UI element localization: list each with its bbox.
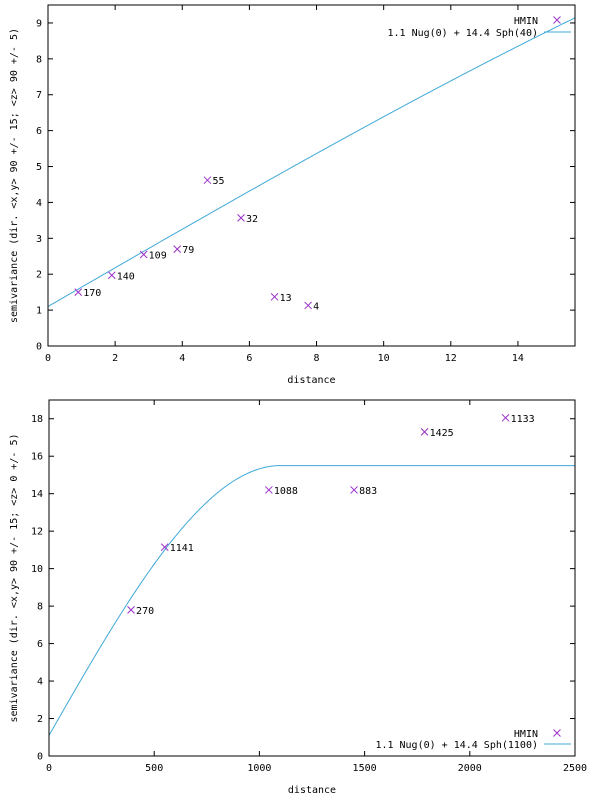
- data-point-marker: [127, 605, 135, 614]
- y-tick-label: 3: [36, 234, 42, 245]
- data-point-label: 1141: [170, 543, 194, 554]
- plot-frame: [47, 4, 576, 347]
- legend-model-label: 1.1 Nug(0) + 14.4 Sph(40): [387, 28, 538, 39]
- y-tick-label: 16: [31, 452, 43, 463]
- x-tick-label: 0: [46, 763, 52, 774]
- y-tick-label: 2: [36, 270, 42, 281]
- data-point-marker: [160, 543, 169, 551]
- y-tick-label: 4: [37, 677, 43, 688]
- data-point-label: 1425: [430, 428, 454, 439]
- y-tick-label: 6: [37, 639, 43, 650]
- data-point-marker: [203, 176, 212, 185]
- data-point-label: 883: [359, 486, 377, 497]
- data-point-label: 170: [83, 288, 101, 299]
- data-point-marker: [173, 245, 182, 253]
- x-axis-title: distance: [287, 375, 335, 386]
- y-axis-title: semivariance (dir. <x,y> 90 +/- 15; <z> …: [9, 434, 20, 723]
- data-point-marker: [350, 486, 358, 494]
- data-point-label: 140: [117, 271, 135, 282]
- y-tick-label: 14: [31, 489, 43, 500]
- y-tick-label: 9: [36, 18, 42, 29]
- y-tick-label: 18: [31, 414, 43, 425]
- data-point-label: 55: [212, 176, 224, 187]
- data-point-label: 79: [182, 245, 194, 256]
- variogram-chart-bottom: 270 1141 1088 883 1425 1133 0 500 1000 1500 2000 2…: [9, 399, 587, 796]
- plot-frame: [48, 399, 576, 757]
- y-tick-label: 7: [36, 90, 42, 101]
- data-point-marker: [304, 301, 312, 310]
- x-tick-label: 10: [378, 353, 390, 364]
- data-point-label: 109: [149, 250, 167, 261]
- legend-points-cross: [553, 729, 561, 737]
- x-tick-label: 6: [246, 353, 252, 364]
- data-point-label: 32: [246, 214, 258, 225]
- x-tick-label: 1500: [353, 763, 377, 774]
- x-tick-label: 500: [145, 763, 163, 774]
- legend: HMIN 1.1 Nug(0) + 14.4 Sph(40): [387, 16, 571, 39]
- y-tick-label: 5: [36, 162, 42, 173]
- data-point-marker: [237, 214, 245, 222]
- y-tick-label: 8: [37, 602, 43, 613]
- data-point-marker: [107, 271, 116, 280]
- legend-points-cross: [553, 16, 561, 24]
- data-point-marker: [139, 250, 148, 259]
- y-tick-label: 6: [36, 126, 42, 137]
- x-tick-label: 8: [314, 353, 320, 364]
- data-point-label: 1133: [511, 414, 535, 425]
- y-tick-label: 2: [37, 714, 43, 725]
- x-tick-label: 2500: [563, 763, 587, 774]
- legend-model-label: 1.1 Nug(0) + 14.4 Sph(1100): [375, 740, 538, 751]
- data-point-marker: [74, 288, 83, 297]
- data-point-label: 4: [313, 301, 319, 312]
- y-tick-label: 4: [36, 198, 42, 209]
- data-point-marker: [270, 292, 279, 301]
- y-tick-label: 12: [31, 527, 43, 538]
- x-tick-label: 1000: [247, 763, 271, 774]
- y-tick-label: 8: [36, 54, 42, 65]
- x-tick-label: 0: [45, 353, 51, 364]
- legend-points-marker: [553, 729, 561, 737]
- model-curve: [48, 465, 575, 736]
- model-curve: [47, 17, 576, 307]
- y-tick-label: 0: [36, 342, 42, 353]
- x-tick-label: 2000: [458, 763, 482, 774]
- data-point-label: 1088: [274, 486, 298, 497]
- data-point-label: 13: [280, 293, 292, 304]
- x-tick-label: 12: [445, 353, 457, 364]
- data-point-label: 270: [136, 606, 154, 617]
- legend-points-label: HMIN: [514, 16, 538, 27]
- y-tick-label: 10: [31, 564, 43, 575]
- x-tick-label: 14: [512, 353, 524, 364]
- data-point-marker: [265, 486, 273, 494]
- data-point-marker: [420, 427, 429, 436]
- x-tick-label: 2: [112, 353, 118, 364]
- y-axis-title: semivariance (dir. <x,y> 90 +/- 15; <z> …: [9, 28, 20, 323]
- data-point-marker: [501, 413, 510, 422]
- legend: HMIN 1.1 Nug(0) + 14.4 Sph(1100): [375, 729, 571, 751]
- x-tick-label: 4: [179, 353, 185, 364]
- y-tick-label: 1: [36, 306, 42, 317]
- y-tick-label: 0: [37, 752, 43, 763]
- x-axis-title: distance: [288, 785, 336, 796]
- legend-points-marker: [553, 16, 561, 24]
- legend-points-label: HMIN: [514, 729, 538, 740]
